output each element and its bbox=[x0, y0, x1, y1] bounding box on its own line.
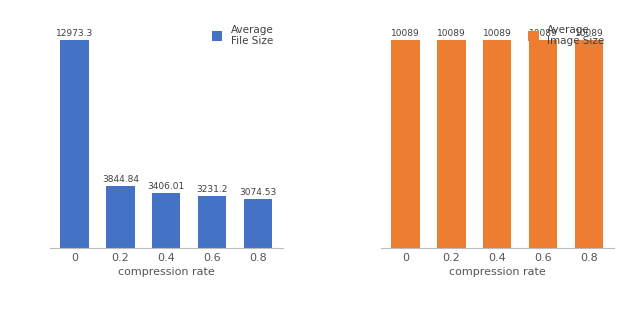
Bar bbox=[483, 40, 512, 248]
Bar bbox=[198, 196, 226, 248]
Text: 10089: 10089 bbox=[483, 29, 512, 38]
Bar bbox=[60, 40, 89, 248]
Text: 10089: 10089 bbox=[437, 29, 466, 38]
Text: 3231.2: 3231.2 bbox=[197, 185, 228, 194]
Bar bbox=[244, 199, 272, 248]
Bar bbox=[575, 40, 603, 248]
Bar bbox=[391, 40, 420, 248]
Text: 10089: 10089 bbox=[529, 29, 557, 38]
X-axis label: compression rate: compression rate bbox=[449, 267, 546, 277]
Legend: Average
Image Size: Average Image Size bbox=[525, 21, 609, 51]
Text: 3074.53: 3074.53 bbox=[239, 188, 277, 197]
Legend: Average
File Size: Average File Size bbox=[208, 21, 278, 51]
Bar bbox=[106, 187, 135, 248]
Bar bbox=[437, 40, 466, 248]
Text: 3406.01: 3406.01 bbox=[148, 182, 185, 191]
Text: 12973.3: 12973.3 bbox=[56, 29, 93, 38]
Text: 3844.84: 3844.84 bbox=[102, 175, 139, 184]
Bar bbox=[529, 40, 557, 248]
Text: 10089: 10089 bbox=[575, 29, 603, 38]
X-axis label: compression rate: compression rate bbox=[118, 267, 215, 277]
Bar bbox=[152, 193, 180, 248]
Text: 10089: 10089 bbox=[391, 29, 420, 38]
